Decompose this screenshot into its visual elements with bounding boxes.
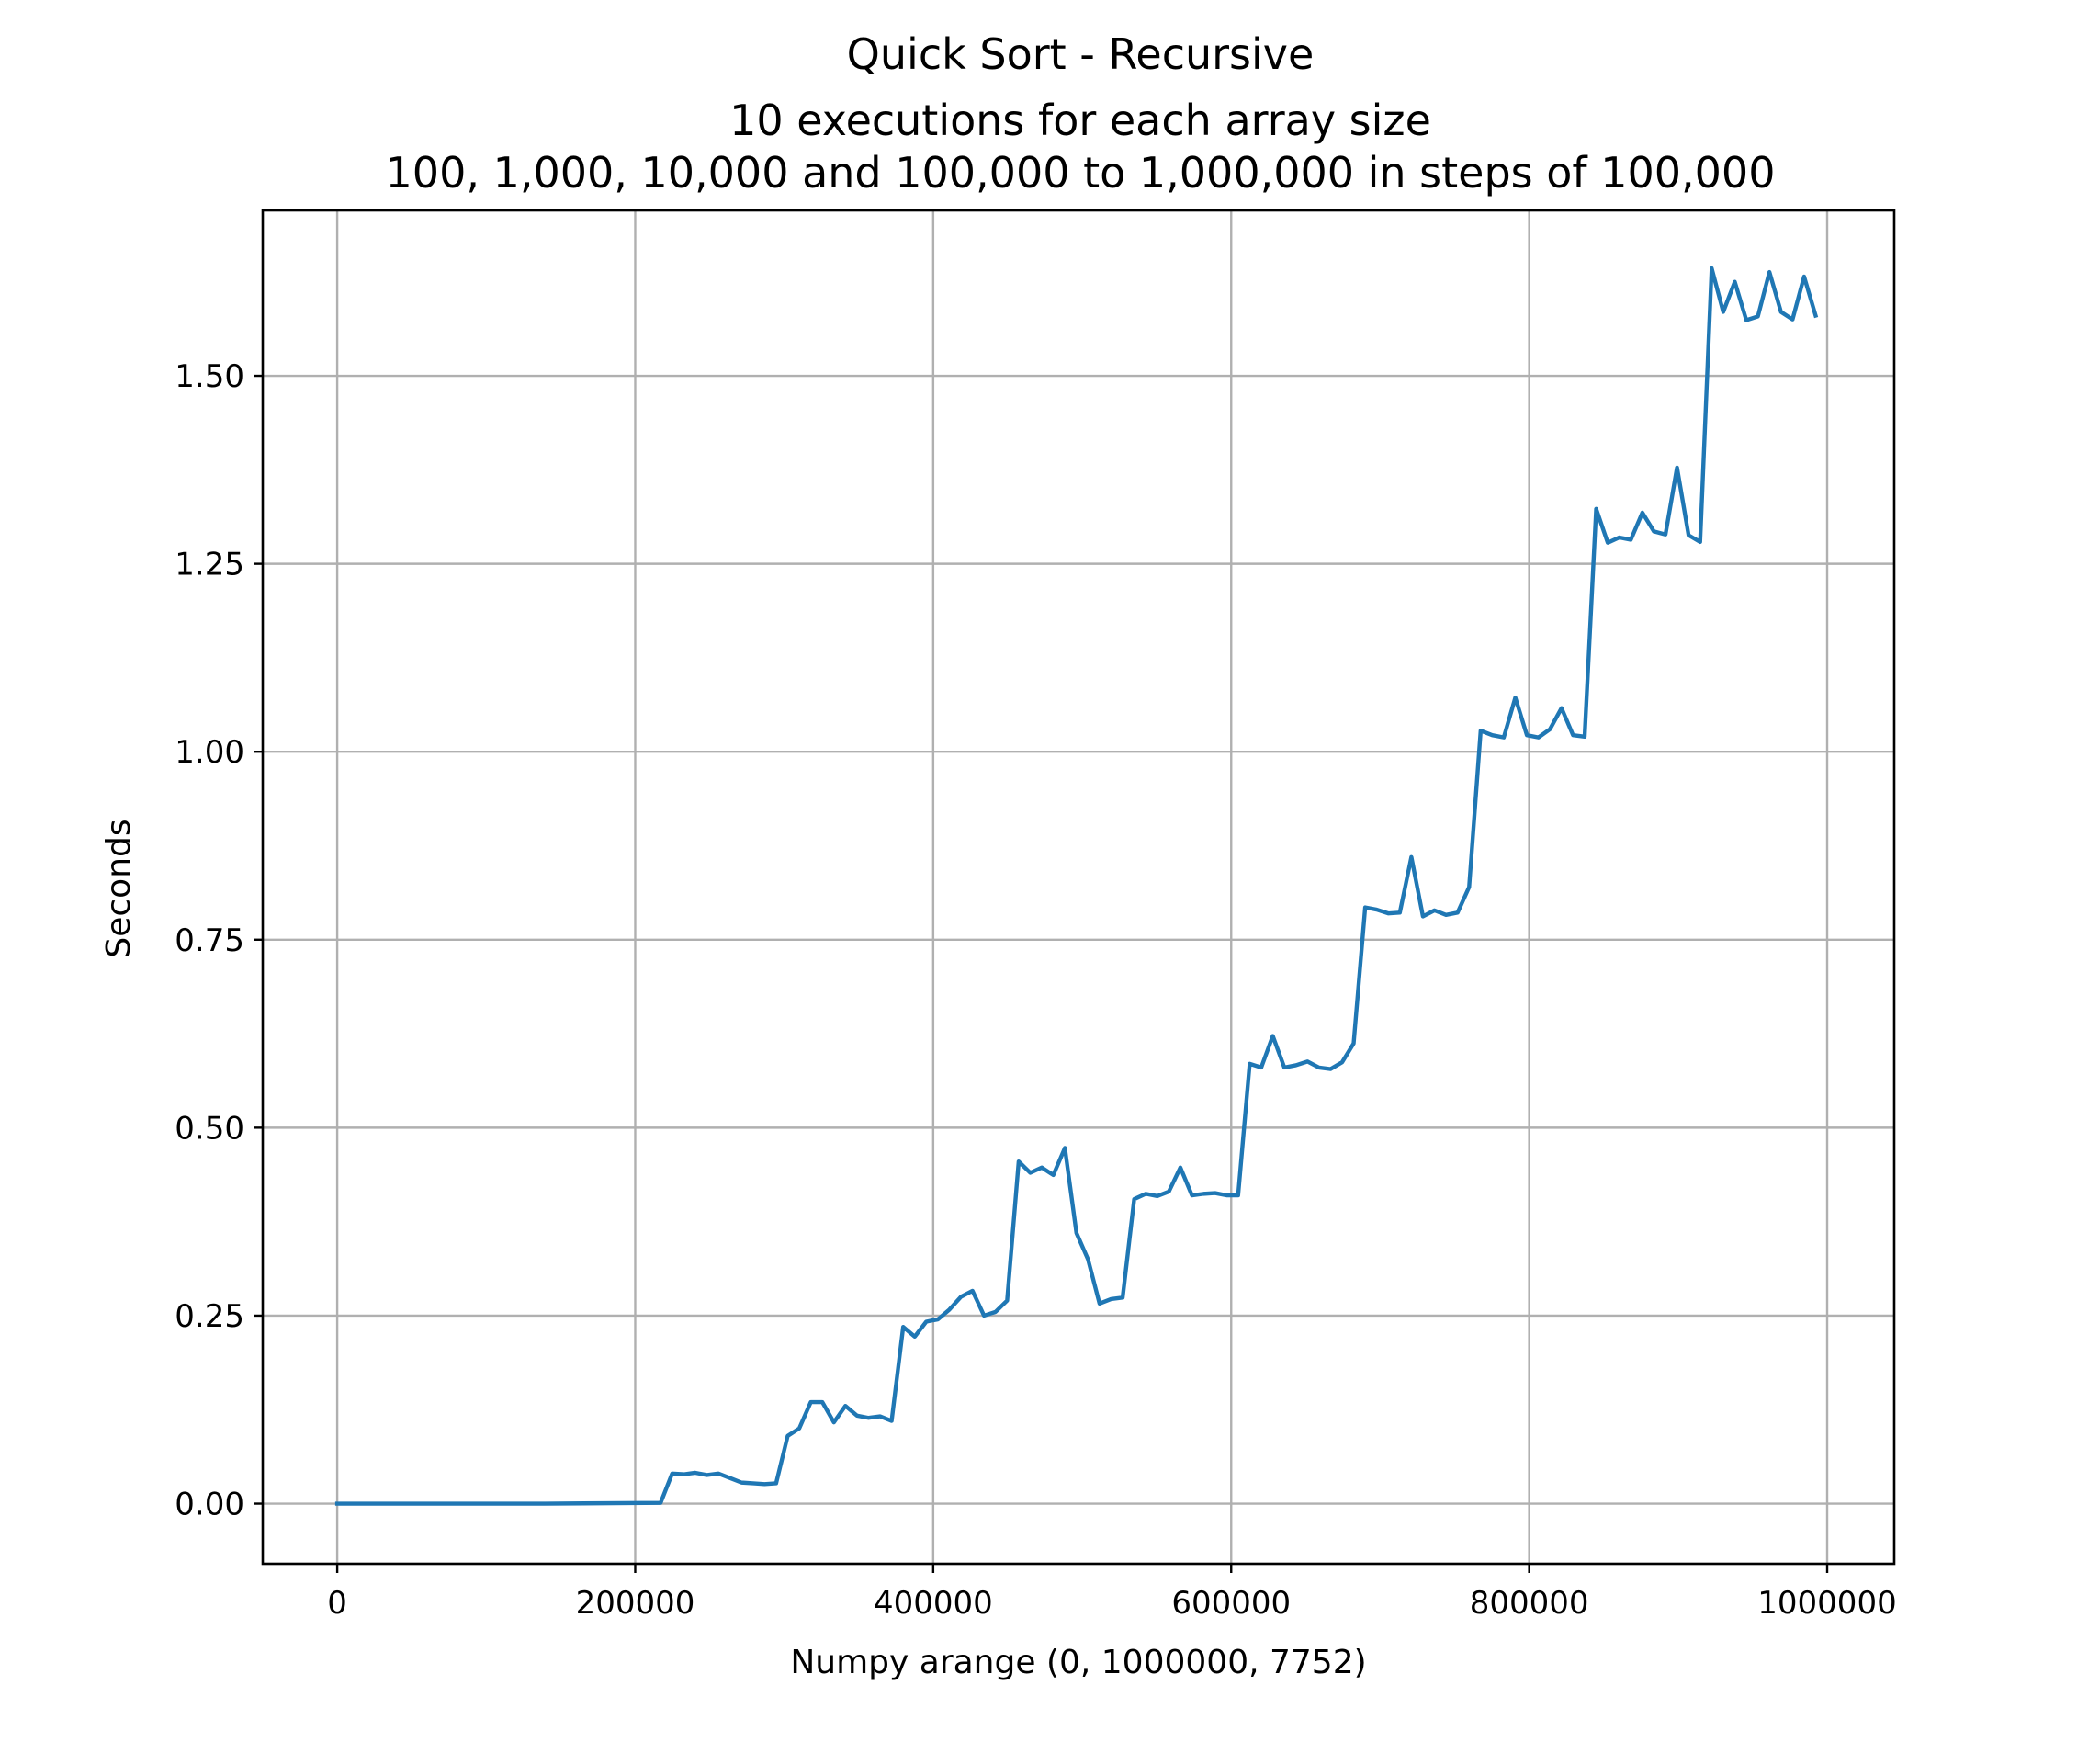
grid-lines <box>263 210 1894 1564</box>
y-tick-label-4: 1.00 <box>175 734 244 771</box>
x-tick-label-0: 0 <box>327 1585 347 1622</box>
x-tick-label-4: 800000 <box>1470 1585 1589 1622</box>
series-line <box>334 266 1819 1506</box>
chart-title: Quick Sort - Recursive <box>847 29 1315 79</box>
y-tick-label-5: 1.25 <box>175 547 244 583</box>
axis-ticks: 0 200000 400000 600000 800000 1000000 0.00 0.25… <box>175 358 1896 1622</box>
plot-frame <box>261 209 1896 1566</box>
y-tick-label-2: 0.50 <box>175 1110 244 1147</box>
chart-subtitle-line-2: 100, 1,000, 10,000 and 100,000 to 1,000,… <box>386 148 1776 198</box>
x-tick-label-3: 600000 <box>1171 1585 1291 1622</box>
x-tick-label-1: 200000 <box>576 1585 695 1622</box>
x-axis-label: Numpy arange (0, 1000000, 7752) <box>790 1644 1366 1681</box>
y-axis-label: Seconds <box>100 819 138 957</box>
y-tick-label-0: 0.00 <box>175 1487 244 1523</box>
x-tick-label-5: 1000000 <box>1757 1585 1896 1622</box>
y-tick-label-6: 1.50 <box>175 358 244 395</box>
y-tick-label-1: 0.25 <box>175 1298 244 1335</box>
chart-subtitle-line-1: 10 executions for each array size <box>729 96 1431 145</box>
y-tick-label-3: 0.75 <box>175 922 244 959</box>
x-tick-label-2: 400000 <box>874 1585 993 1622</box>
data-series <box>334 266 1819 1506</box>
